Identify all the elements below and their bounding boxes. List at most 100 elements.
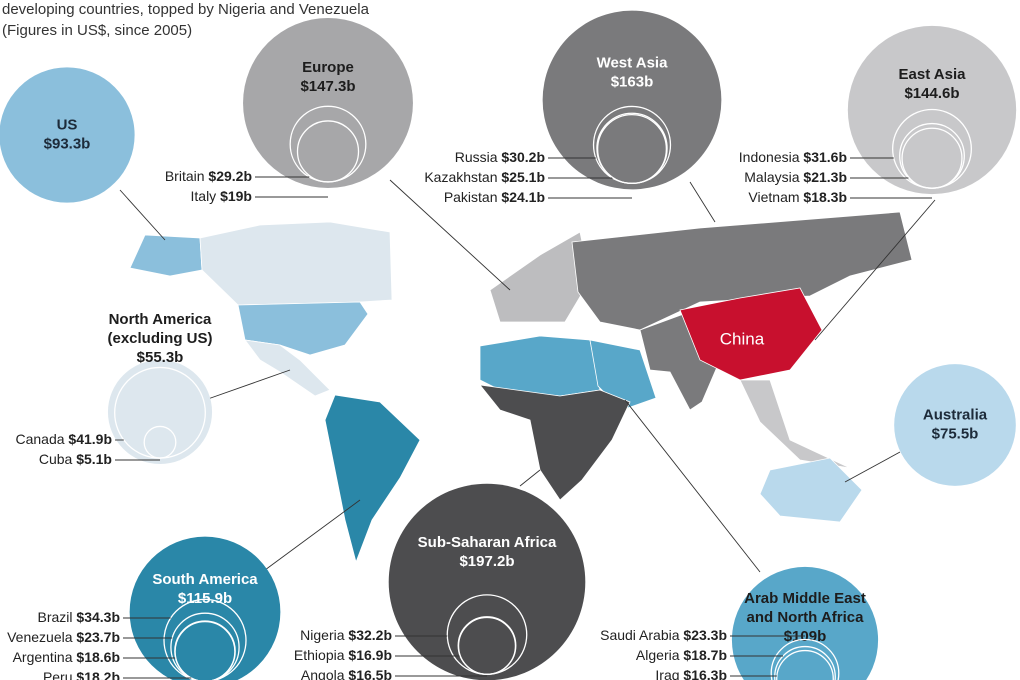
country-name: Russia [455,149,498,165]
region-name: and North Africa [747,609,865,626]
country-label: Ethiopia $16.9b [294,647,392,663]
country-label: Brazil $34.3b [38,609,121,625]
country-name: Saudi Arabia [600,627,680,643]
country-value: $34.3b [76,609,120,625]
country-value: $30.2b [501,149,545,165]
country-label: Cuba $5.1b [39,451,112,467]
country-label: Malaysia $21.3b [744,169,847,185]
map-label: China [720,329,765,348]
region-bubble [129,536,281,680]
region-name: East Asia [899,66,967,83]
country-bubble [776,649,834,680]
region-value: $197.2b [459,553,514,570]
country-label: Venezuela $23.7b [7,629,120,645]
country-bubble [901,127,963,189]
russia-central-asia [571,211,913,331]
region-bubble [0,67,135,203]
pointer-line [689,181,716,223]
country-name: Nigeria [300,627,345,643]
pointer-line [119,189,166,241]
region-bubble [243,18,413,188]
region-name: (excluding US) [107,330,212,347]
country-value: $24.1b [501,189,545,205]
country-name: Vietnam [748,189,799,205]
region-bubble [894,364,1016,486]
country-value: $5.1b [76,451,112,467]
north-africa [479,335,601,397]
country-label: Indonesia $31.6b [739,149,847,165]
country-value: $16.9b [348,647,392,663]
region-value: $55.3b [137,349,184,366]
country-value: $19b [220,188,252,204]
country-value: $31.6b [803,149,847,165]
country-name: Malaysia [744,169,799,185]
country-bubble [163,598,247,680]
country-value: $41.9b [68,431,112,447]
country-name: Argentina [13,649,73,665]
country-name: Angola [301,667,345,680]
country-label: Angola $16.5b [301,667,392,680]
country-label: Canada $41.9b [15,431,112,447]
country-label: Italy $19b [191,188,253,204]
country-label: Kazakhstan $25.1b [424,169,545,185]
region-bubble [542,10,722,190]
pointer-line [264,499,361,571]
country-value: $16.3b [683,667,727,680]
region-name: North America [109,311,212,328]
region-name: Arab Middle East [744,590,866,607]
country-value: $32.2b [348,627,392,643]
region-value: $93.3b [44,135,91,152]
pointer-line [624,399,761,573]
country-value: $16.5b [348,667,392,680]
country-name: Algeria [636,647,680,663]
region-name: Sub-Saharan Africa [418,534,557,551]
region-bubble [731,566,879,680]
country-name: Italy [191,188,217,204]
region-value: $163b [611,74,654,91]
country-bubble [770,638,840,680]
pointer-line [814,199,936,341]
country-name: Kazakhstan [424,169,497,185]
intro-line: developing countries, topped by Nigeria … [2,1,370,18]
pointer-line [204,369,291,401]
australia [759,457,863,523]
country-value: $21.3b [803,169,847,185]
country-value: $23.3b [683,627,727,643]
region-name: West Asia [597,55,669,72]
country-label: Russia $30.2b [455,149,545,165]
alaska [129,234,203,277]
southeast-asia [739,379,851,469]
country-label: Iraq $16.3b [655,667,727,680]
country-bubble [774,645,836,680]
region-name: South America [152,571,258,588]
country-label: Nigeria $32.2b [300,627,392,643]
country-bubble [596,113,668,185]
country-bubble [457,616,517,675]
country-name: Pakistan [444,189,498,205]
country-value: $23.7b [76,629,120,645]
country-label: Algeria $18.7b [636,647,727,663]
country-value: $18.3b [803,189,847,205]
country-name: Brazil [38,609,73,625]
sub-saharan-africa [479,384,631,501]
country-value: $18.7b [683,647,727,663]
country-label: Britain $29.2b [165,168,252,184]
country-label: Vietnam $18.3b [748,189,847,205]
canada [199,221,393,306]
region-value: $144.6b [904,85,959,102]
country-label: Argentina $18.6b [13,649,120,665]
region-name: Australia [923,406,988,423]
country-label: Peru $18.2b [43,669,120,680]
south-america [324,394,421,564]
pointer-line [844,451,901,483]
country-name: Venezuela [7,629,73,645]
country-value: $29.2b [208,168,252,184]
country-name: Peru [43,669,73,680]
country-bubble [174,620,236,680]
country-name: Iraq [655,667,679,680]
pointer-line [389,179,511,291]
region-value: $147.3b [300,78,355,95]
country-label: Saudi Arabia $23.3b [600,627,727,643]
intro-line: (Figures in US$, since 2005) [2,22,192,39]
